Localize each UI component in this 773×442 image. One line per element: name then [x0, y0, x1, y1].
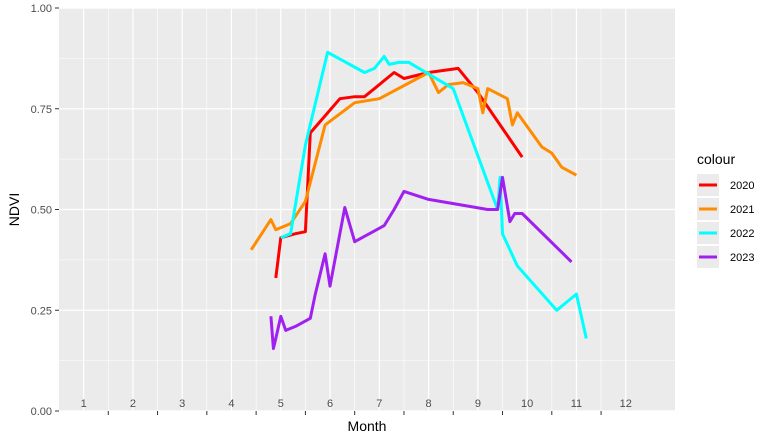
x-tick-label: 7: [376, 398, 382, 410]
x-tick-label: 11: [571, 398, 582, 410]
legend-label-2023: 2023: [730, 252, 754, 264]
x-tick-label: 9: [475, 398, 481, 410]
x-axis-ticks: 1 2 3 4 5 6 7 8 9 10 11 12: [81, 398, 632, 415]
legend-title: colour: [697, 151, 735, 167]
legend-label-2022: 2022: [730, 228, 754, 240]
legend-label-2020: 2020: [730, 180, 754, 192]
x-tick-label: 5: [278, 398, 284, 410]
x-tick-label: 12: [620, 398, 632, 410]
y-tick-label: 0.50: [31, 205, 52, 217]
series-line-2021: [249, 71, 578, 251]
y-axis-title: NDVI: [6, 193, 22, 226]
legend: colour 2020 2021 2022 2023: [697, 151, 754, 268]
y-axis-ticks: 0.00 0.25 0.50 0.75 1.00: [31, 3, 59, 418]
series-line-2020: [274, 66, 524, 279]
x-tick-label: 2: [130, 398, 136, 410]
y-tick-label: 0.75: [31, 104, 52, 116]
x-tick-label: 1: [81, 398, 87, 410]
x-tick-label: 6: [327, 398, 333, 410]
x-tick-label: 8: [426, 398, 432, 410]
series-lines: [249, 50, 588, 350]
x-tick-label: 10: [521, 398, 533, 410]
series-line-2022: [280, 50, 588, 339]
legend-label-2021: 2021: [730, 204, 754, 216]
x-tick-label: 3: [179, 398, 185, 410]
x-axis-title: Month: [348, 418, 387, 434]
y-tick-label: 0.00: [31, 406, 52, 418]
y-tick-label: 1.00: [31, 3, 52, 15]
x-tick-label: 4: [228, 398, 234, 410]
y-tick-label: 0.25: [31, 305, 52, 317]
series-line-2023: [269, 175, 573, 350]
